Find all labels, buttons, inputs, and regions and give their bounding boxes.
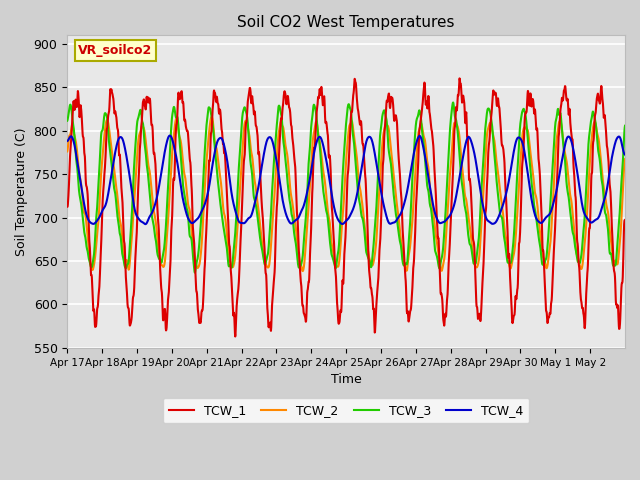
- TCW_4: [503, 187, 511, 193]
- TCW_3: [63, 118, 71, 123]
- TCW_2: [605, 223, 613, 229]
- TCW_4: [166, 132, 174, 138]
- TCW_4: [605, 172, 613, 178]
- Legend: TCW_1, TCW_2, TCW_3, TCW_4: TCW_1, TCW_2, TCW_3, TCW_4: [163, 398, 529, 423]
- TCW_1: [605, 177, 613, 183]
- TCW_3: [335, 245, 342, 251]
- TCW_4: [621, 152, 629, 157]
- TCW_4: [141, 221, 149, 227]
- TCW_3: [621, 123, 629, 129]
- Y-axis label: Soil Temperature (C): Soil Temperature (C): [15, 127, 28, 256]
- TCW_3: [191, 270, 198, 276]
- TCW_4: [63, 138, 71, 144]
- TCW_1: [63, 204, 71, 210]
- TCW_1: [503, 215, 511, 220]
- X-axis label: Time: Time: [331, 373, 362, 386]
- TCW_4: [92, 219, 100, 225]
- TCW_3: [92, 223, 100, 228]
- TCW_2: [335, 260, 343, 266]
- TCW_1: [605, 171, 613, 177]
- Line: TCW_3: TCW_3: [67, 103, 625, 273]
- TCW_4: [321, 147, 328, 153]
- TCW_1: [92, 324, 100, 329]
- TCW_4: [605, 170, 613, 176]
- TCW_3: [503, 256, 511, 262]
- TCW_3: [320, 192, 328, 198]
- TCW_3: [605, 243, 613, 249]
- TCW_2: [605, 220, 613, 226]
- TCW_1: [335, 321, 342, 327]
- TCW_2: [321, 174, 328, 180]
- TCW_2: [621, 156, 629, 162]
- Line: TCW_4: TCW_4: [67, 135, 625, 224]
- TCW_4: [335, 218, 343, 224]
- TCW_2: [503, 241, 511, 247]
- TCW_3: [449, 100, 457, 106]
- Text: VR_soilco2: VR_soilco2: [79, 44, 153, 57]
- TCW_1: [320, 94, 328, 100]
- Line: TCW_1: TCW_1: [67, 78, 625, 336]
- TCW_2: [299, 268, 307, 274]
- Line: TCW_2: TCW_2: [67, 117, 625, 271]
- TCW_2: [63, 148, 71, 154]
- TCW_1: [232, 334, 239, 339]
- TCW_2: [92, 248, 100, 254]
- TCW_1: [456, 75, 463, 81]
- TCW_1: [621, 217, 629, 223]
- Title: Soil CO2 West Temperatures: Soil CO2 West Temperatures: [237, 15, 455, 30]
- TCW_2: [208, 114, 216, 120]
- TCW_3: [605, 247, 613, 253]
